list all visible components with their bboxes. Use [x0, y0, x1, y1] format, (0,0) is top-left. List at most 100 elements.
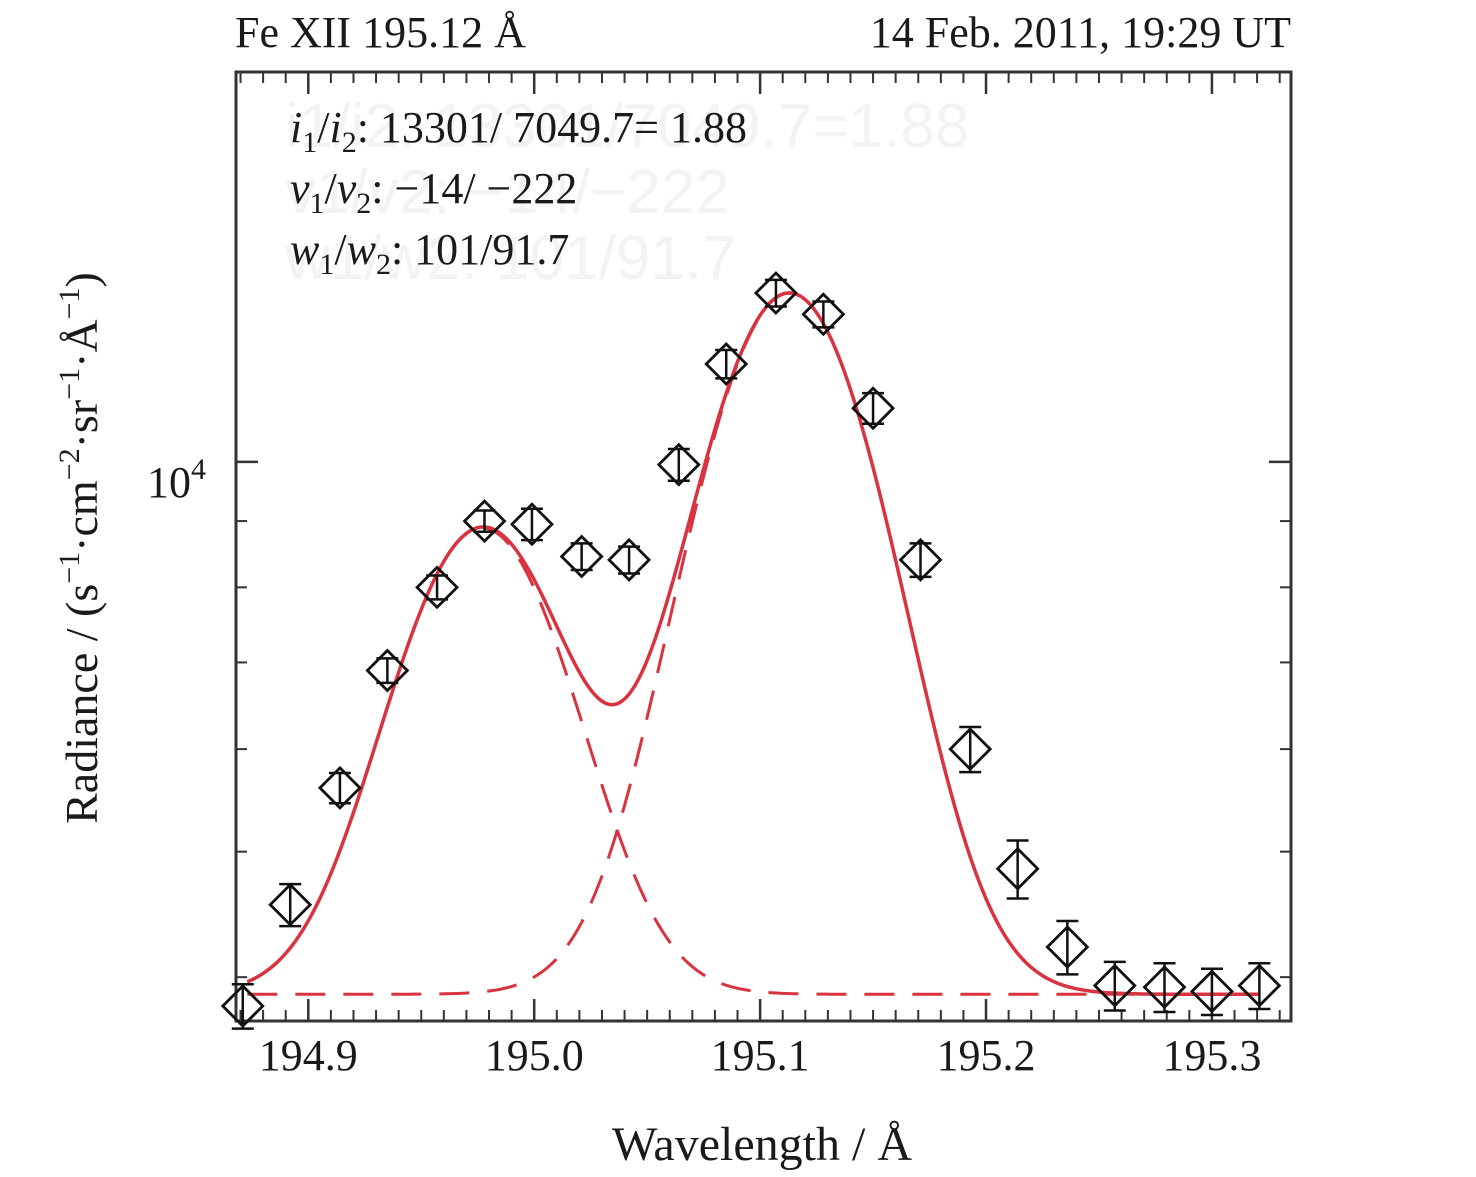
fit-component-2-dashed: [247, 291, 1260, 996]
y-tick-base: 10: [147, 458, 191, 507]
diamond-marker: [1237, 963, 1282, 1008]
diamond-marker: [898, 537, 943, 582]
data-point: [509, 502, 554, 547]
data-point: [559, 534, 604, 579]
diamond-marker: [462, 499, 507, 544]
ghost-line-3: w1/w2: 101/91.7: [284, 224, 737, 293]
data-point: [851, 386, 896, 431]
ghost-line-2: v1/v2: −14/−222: [285, 158, 730, 227]
diamond-marker: [1189, 969, 1234, 1014]
diamond-marker: [415, 565, 460, 610]
data-point: [317, 765, 362, 810]
annotation-2-symbol-2: v: [337, 164, 357, 213]
data-point: [656, 442, 701, 487]
data-point: [753, 271, 798, 316]
diamond-marker: [1142, 965, 1187, 1010]
fit-annotations: i1/i2: 13301/ 7049.7= 1.88 v1/v2: −14/ −…: [290, 103, 747, 281]
data-point: [948, 725, 993, 774]
diamond-marker: [948, 727, 993, 772]
diamond-marker: [801, 292, 846, 337]
diamond-marker: [365, 648, 410, 693]
x-tick-label: 194.9: [259, 1031, 358, 1080]
diamond-marker: [1045, 925, 1090, 970]
annotation-2-slash: /: [325, 164, 338, 213]
diamond-marker: [509, 502, 554, 547]
y-axis-label: Radiance / (s−1·cm−2·sr−1·Å−1): [53, 272, 107, 824]
axis-ticks: [236, 71, 1291, 1021]
diamond-marker: [220, 984, 265, 1028]
diamond-marker: [559, 534, 604, 579]
x-tick-label: 195.2: [937, 1031, 1036, 1080]
data-point: [268, 882, 313, 928]
fit-total-curve: [246, 291, 1260, 997]
annotation-2-value: : −14/ −222: [371, 164, 577, 213]
annotation-3-sub-2: 2: [376, 248, 391, 281]
data-point: [607, 537, 652, 582]
data-point: [462, 499, 507, 544]
data-point: [1142, 962, 1187, 1014]
annotation-2-sub-1: 1: [310, 187, 325, 220]
annotation-intensity-ratio: i1/i2: 13301/ 7049.7= 1.88: [290, 103, 747, 159]
annotation-width-ratio: w1/w2: 101/91.7: [290, 225, 569, 281]
x-tick-labels: 194.9 195.0 195.1 195.2 195.3: [259, 1031, 1262, 1080]
y-label-prefix: Radiance / (s: [56, 584, 107, 824]
data-point: [1189, 967, 1234, 1017]
y-label-exp-cm: −2: [53, 448, 86, 480]
annotation-1-sub-2: 2: [342, 126, 357, 159]
data-point: [415, 565, 460, 610]
data-point: [365, 648, 410, 693]
annotation-2-sub-2: 2: [356, 187, 371, 220]
header-left: Fe XII 195.12 Å: [235, 8, 526, 57]
y-label-ang: ·Å: [56, 319, 107, 368]
y-label-sr: ·sr: [56, 400, 107, 449]
data-point: [995, 839, 1040, 900]
y-tick-exp: 4: [191, 453, 206, 486]
data-points: [220, 271, 1282, 1030]
diamond-marker: [607, 537, 652, 582]
annotation-1-slash: /: [317, 103, 330, 152]
annotation-1-symbol-1: i: [290, 103, 302, 152]
y-label-cm: ·cm: [56, 480, 107, 552]
annotation-3-symbol-2: w: [347, 225, 377, 274]
data-point: [704, 342, 749, 386]
y-label-exp-s: −1: [53, 552, 86, 584]
diamond-marker: [317, 765, 362, 810]
diamond-marker: [851, 386, 896, 431]
annotation-3-symbol-1: w: [290, 225, 320, 274]
data-point: [1237, 962, 1282, 1011]
annotation-2-symbol-1: v: [290, 164, 310, 213]
y-label-exp-ang: −1: [53, 287, 86, 319]
annotation-1-value: : 13301/ 7049.7= 1.88: [357, 103, 747, 152]
x-tick-label: 195.0: [485, 1031, 584, 1080]
annotation-3-slash: /: [334, 225, 347, 274]
x-tick-label: 195.3: [1162, 1031, 1261, 1080]
y-tick-label-1e4: 104: [147, 453, 206, 507]
data-point: [1045, 919, 1090, 976]
fit-component-1-dashed: [246, 526, 1260, 996]
annotation-1-sub-1: 1: [302, 126, 317, 159]
x-tick-label: 195.1: [711, 1031, 810, 1080]
diamond-marker: [753, 271, 798, 316]
x-axis-label: Wavelength / Å: [612, 1118, 912, 1171]
data-point: [220, 982, 265, 1030]
plot-frame: [234, 70, 1293, 1023]
diamond-marker: [704, 342, 749, 386]
y-label-exp-sr: −1: [53, 368, 86, 400]
data-point: [1092, 960, 1137, 1012]
diamond-marker: [268, 882, 313, 927]
diamond-marker: [995, 846, 1040, 891]
diamond-marker: [656, 442, 701, 487]
header-right: 14 Feb. 2011, 19:29 UT: [870, 8, 1291, 57]
data-point: [898, 537, 943, 582]
annotation-1-symbol-2: i: [329, 103, 341, 152]
annotation-3-value: : 101/91.7: [391, 225, 569, 274]
diamond-marker: [1092, 963, 1137, 1008]
fit-curves: [246, 291, 1260, 997]
annotation-velocity-ratio: v1/v2: −14/ −222: [290, 164, 577, 220]
ghost-overlay: i1/i2: 13301/7049.7=1.88 v1/v2: −14/−222…: [284, 92, 969, 293]
y-label-close: ): [56, 272, 107, 287]
annotation-3-sub-1: 1: [319, 248, 334, 281]
ghost-line-1: i1/i2: 13301/7049.7=1.88: [285, 92, 969, 161]
data-point: [801, 292, 846, 337]
